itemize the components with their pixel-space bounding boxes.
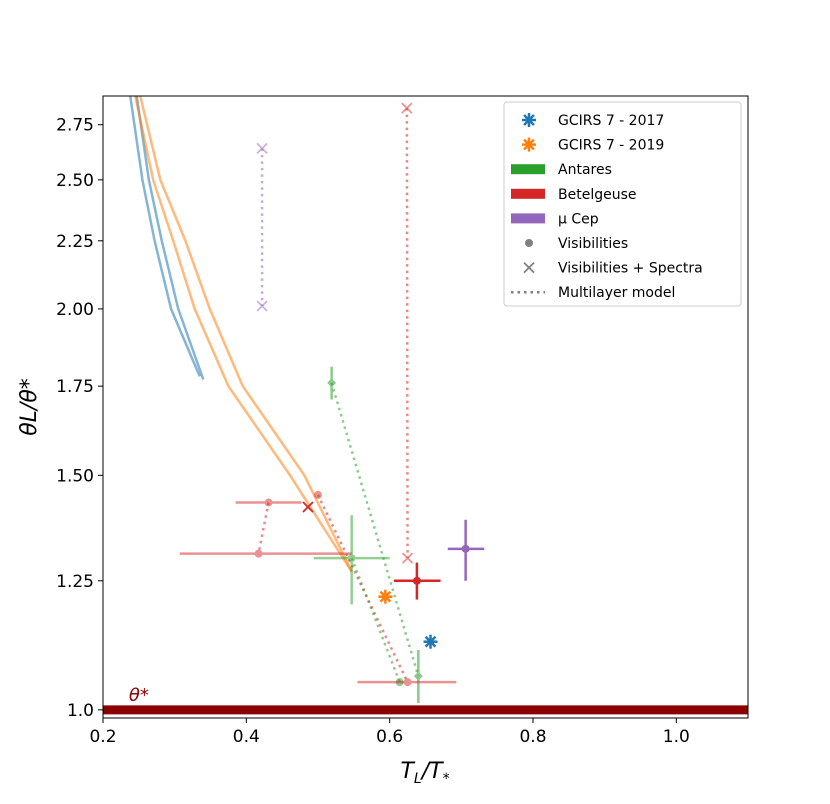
- circle-marker: [347, 554, 356, 563]
- legend-patch-icon: [511, 164, 545, 175]
- circle-marker: [461, 544, 470, 553]
- blue-model-curve: [135, 96, 205, 381]
- legend-box: [503, 101, 742, 307]
- y-tick-label: 1.75: [56, 377, 94, 397]
- green-multilayer-dotted-line: [350, 557, 401, 683]
- legend-label: Antares: [558, 162, 612, 178]
- data-point: [393, 562, 441, 600]
- legend-x-icon: [523, 261, 535, 274]
- circle-marker: [264, 498, 273, 507]
- y-tick-label: 1.50: [56, 466, 94, 486]
- y-tick-label: 2.75: [56, 116, 94, 136]
- plot-marks: θ*: [103, 96, 748, 715]
- legend-entry: GCIRS 7 - 2017: [522, 113, 664, 129]
- circle-marker: [254, 549, 263, 558]
- y-axis-label: θL/θ*: [17, 378, 42, 436]
- x-marker: [256, 142, 268, 154]
- red-multilayer-dotted-line: [316, 494, 409, 683]
- legend-entry: μ Cep: [511, 211, 599, 227]
- data-point: [235, 498, 302, 507]
- legend-star-icon: [523, 114, 535, 126]
- y-tick-label: 2.50: [56, 171, 94, 191]
- data-point: [423, 634, 438, 649]
- orange-model-curve: [139, 96, 353, 573]
- legend-entry: Betelgeuse: [511, 187, 637, 203]
- y-tick-label: 1.25: [56, 572, 94, 592]
- plot-frame: [102, 95, 749, 719]
- legend: GCIRS 7 - 2017 GCIRS 7 - 2019 Antares Betel…: [503, 101, 742, 307]
- x-tick-label: 0.6: [376, 727, 403, 747]
- theta-star-annotation: θ*: [129, 685, 149, 706]
- blue-model-curve: [128, 96, 201, 377]
- data-point: [256, 142, 268, 154]
- red-multilayer-dotted-line: [405, 108, 409, 559]
- x-tick-label: 0.2: [89, 727, 116, 747]
- star-marker: [424, 635, 437, 648]
- legend-circle-icon: [525, 239, 533, 247]
- x-tick-label: 0.4: [233, 727, 260, 747]
- legend-star-icon: [523, 138, 535, 151]
- data-point: [378, 589, 393, 604]
- legend-label: Multilayer model: [558, 285, 675, 301]
- legend-patch-icon: [511, 188, 545, 199]
- data-point: [357, 678, 457, 687]
- circle-marker: [412, 576, 421, 585]
- x-marker: [256, 300, 268, 312]
- legend-patch-icon: [511, 213, 545, 224]
- y-tick-label: 2.25: [56, 232, 94, 252]
- data-point: [314, 490, 322, 499]
- data-point: [327, 366, 337, 400]
- legend-label: Visibilities: [558, 236, 628, 252]
- x-marker: [401, 102, 413, 114]
- legend-label: GCIRS 7 - 2019: [558, 138, 664, 154]
- circle-marker: [314, 490, 322, 499]
- x-tick-label: 0.8: [519, 727, 546, 747]
- x-axis-label: TL/T*: [400, 759, 449, 787]
- circle-marker: [403, 678, 412, 687]
- data-point: [401, 552, 414, 564]
- data-point: [256, 300, 268, 312]
- legend-label: Visibilities + Spectra: [558, 261, 703, 277]
- legend-entry: Multilayer model: [511, 285, 675, 301]
- legend-entry: GCIRS 7 - 2019: [522, 137, 664, 154]
- data-point: [313, 515, 390, 605]
- x-marker: [401, 552, 414, 564]
- diamond-marker: [413, 671, 423, 681]
- legend-entry: Visibilities: [525, 236, 628, 252]
- legend-entry: Visibilities + Spectra: [523, 261, 703, 277]
- axis-ticks: 0.2 0.4 0.6 0.8 1.0 1.0 1.25 1.50 1.75 2.00 2.25 2.…: [56, 116, 690, 747]
- legend-entry: Antares: [511, 162, 612, 178]
- legend-label: GCIRS 7 - 2017: [558, 113, 664, 129]
- y-tick-label: 2.00: [56, 300, 94, 320]
- star-marker: [379, 590, 392, 603]
- data-point: [401, 102, 413, 114]
- data-point: [302, 501, 314, 513]
- y-tick-label: 1.0: [67, 701, 94, 721]
- data-point: [413, 650, 423, 703]
- diamond-marker: [327, 378, 337, 388]
- red-multilayer-dotted-line: [257, 502, 270, 554]
- legend-label: Betelgeuse: [558, 187, 637, 203]
- legend-label: μ Cep: [558, 211, 599, 227]
- green-multilayer-dotted-line: [330, 382, 420, 677]
- orange-model-curve: [134, 96, 353, 573]
- data-point: [179, 549, 352, 558]
- x-marker: [302, 501, 314, 513]
- data-point: [447, 519, 485, 581]
- x-tick-label: 1.0: [663, 727, 690, 747]
